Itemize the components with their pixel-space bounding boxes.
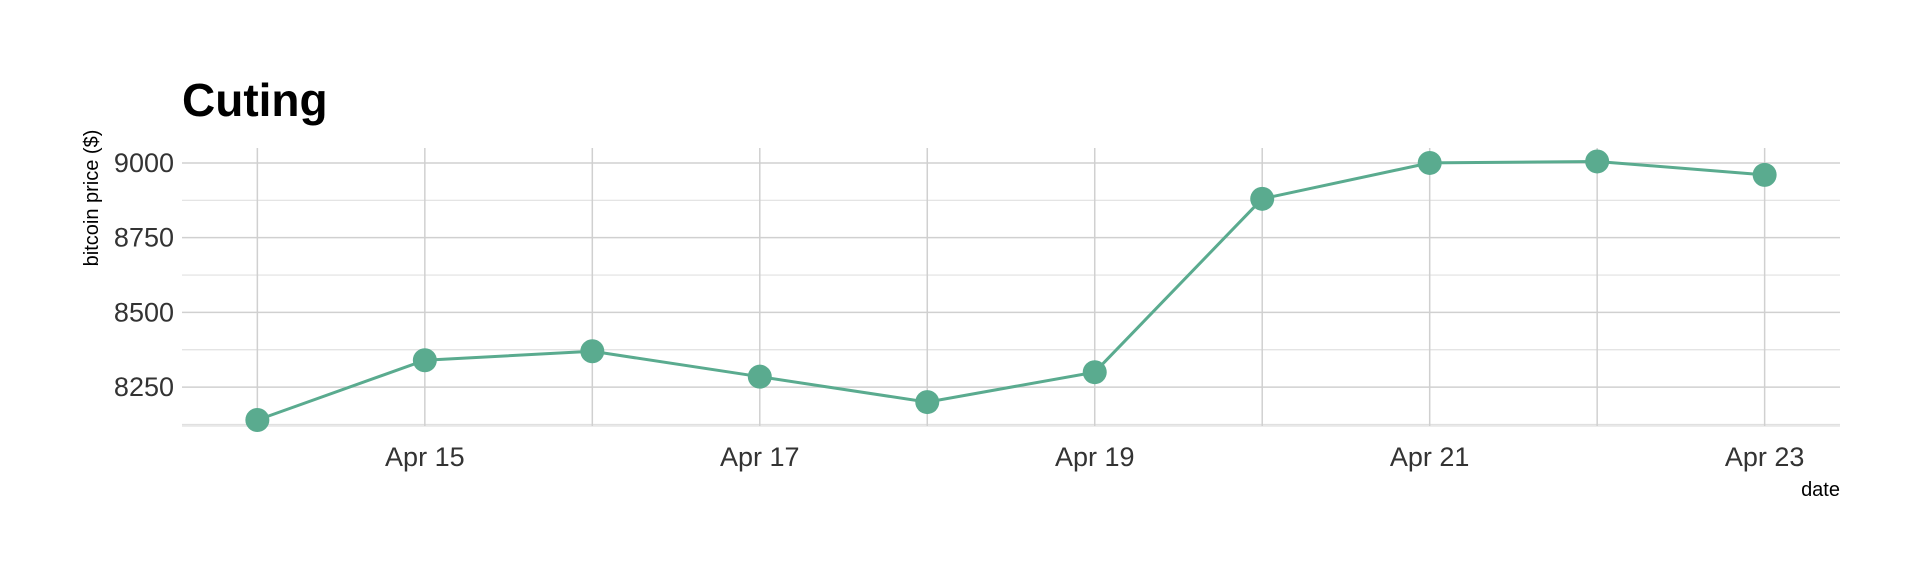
x-tick-label: Apr 23 (1725, 442, 1805, 472)
data-point (580, 339, 605, 364)
data-point (245, 408, 270, 433)
x-axis-label: date (1801, 479, 1840, 501)
data-point (1417, 150, 1442, 175)
x-tick-label: Apr 15 (385, 442, 465, 472)
data-point (915, 390, 940, 415)
y-tick-label: 8250 (114, 372, 174, 402)
series (245, 149, 1777, 433)
y-tick-label: 9000 (114, 148, 174, 178)
data-point (1250, 186, 1275, 211)
data-point (1585, 149, 1610, 174)
chart-title: Cuting (182, 74, 328, 126)
series-line (256, 159, 1765, 422)
x-tick-label: Apr 17 (720, 442, 800, 472)
x-tick-label: Apr 21 (1390, 442, 1470, 472)
data-point (412, 348, 437, 373)
data-point (1752, 162, 1777, 187)
tick-labels: 8250 8500 8750 9000 Apr 15 Apr 17 Apr 19 Apr 21… (114, 148, 1804, 472)
grid (182, 148, 1840, 427)
data-point (1082, 360, 1107, 385)
y-tick-label: 8500 (114, 297, 174, 327)
x-tick-label: Apr 19 (1055, 442, 1135, 472)
y-tick-label: 8750 (114, 223, 174, 253)
data-point (747, 364, 772, 389)
y-axis-label: bitcoin price ($) (81, 130, 103, 267)
